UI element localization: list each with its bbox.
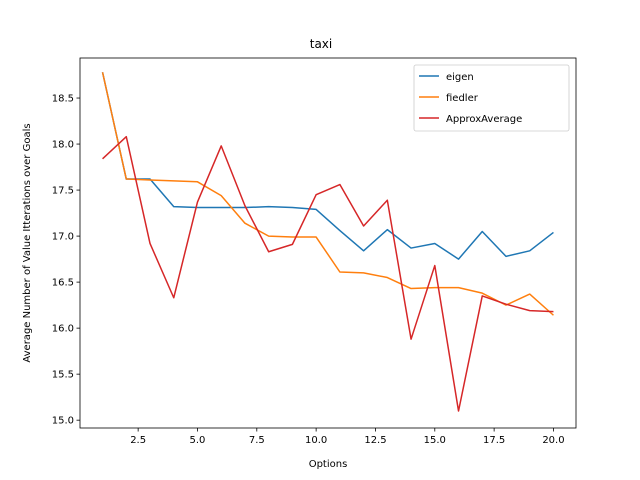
x-tick-label: 17.5 [483, 435, 505, 446]
y-tick-label: 16.5 [52, 278, 74, 289]
y-axis: 15.0 15.5 16.0 16.5 17.0 17.5 18.0 18.5 [52, 94, 80, 427]
legend-label-approxaverage: ApproxAverage [446, 114, 522, 125]
x-axis-label: Options [309, 459, 348, 470]
legend-label-eigen: eigen [446, 72, 474, 83]
y-tick-label: 15.5 [52, 370, 74, 381]
y-tick-label: 15.0 [52, 416, 74, 427]
x-tick-label: 5.0 [190, 435, 206, 446]
plot-frame [79, 57, 577, 429]
x-tick-label: 7.5 [249, 435, 265, 446]
series-line-approxaverage [102, 135, 554, 412]
series-line-eigen [101, 72, 554, 260]
x-tick-label: 10.0 [305, 435, 327, 446]
y-tick-label: 17.5 [52, 186, 74, 197]
series-line-fiedler [101, 72, 554, 316]
legend-label-fiedler: fiedler [446, 93, 479, 104]
y-tick-label: 18.5 [52, 94, 74, 105]
x-tick-label: 15.0 [424, 435, 446, 446]
x-tick-label: 2.5 [130, 435, 146, 446]
x-tick-label: 12.5 [364, 435, 386, 446]
y-axis-label: Average Number of Value Itterations over… [22, 123, 33, 362]
x-tick-label: 20.0 [542, 435, 564, 446]
legend: eigen fiedler ApproxAverage [413, 64, 570, 132]
x-axis: 2.5 5.0 7.5 10.0 12.5 15.0 17.5 20.0 [130, 428, 565, 446]
legend-box [413, 64, 570, 132]
y-tick-label: 18.0 [52, 140, 74, 151]
series-lines [101, 72, 554, 412]
chart-title: taxi [310, 37, 333, 51]
y-tick-label: 17.0 [52, 232, 74, 243]
y-tick-label: 16.0 [52, 324, 74, 335]
